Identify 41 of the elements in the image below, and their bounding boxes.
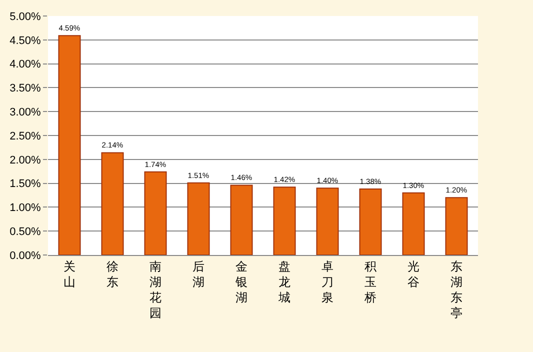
y-tick-label: 0.50%: [10, 226, 42, 238]
x-tick-label: 徐东: [106, 259, 118, 289]
bar: [144, 171, 167, 255]
data-label: 2.14%: [102, 140, 124, 150]
y-tick-label: 2.00%: [10, 154, 42, 166]
bar: [187, 182, 210, 255]
data-label: 1.42%: [274, 175, 296, 184]
data-label: 1.20%: [446, 186, 468, 195]
x-tick-label: 后湖: [192, 259, 204, 289]
bar: [101, 152, 124, 255]
data-label: 1.40%: [316, 176, 338, 186]
data-label: 1.38%: [360, 176, 382, 186]
bar: [316, 188, 339, 255]
y-tick-label: 2.50%: [10, 130, 42, 142]
bar: [273, 186, 296, 255]
y-tick-label: 4.50%: [10, 34, 42, 47]
bar: [58, 35, 81, 255]
data-label: 1.46%: [230, 173, 252, 182]
x-tick-label: 关山: [64, 259, 76, 289]
bar: [230, 184, 253, 255]
x-tick-label: 积玉桥: [364, 259, 376, 305]
y-tick-label: 1.50%: [10, 178, 42, 190]
bar: [402, 192, 425, 255]
x-tick-label: 卓刀泉: [322, 259, 334, 305]
x-tick-label: 盘龙城: [278, 259, 290, 305]
x-tick-label: 金银湖: [234, 259, 248, 305]
data-label: 1.30%: [402, 180, 424, 190]
data-label: 1.74%: [144, 160, 166, 169]
y-tick-label: 1.00%: [10, 202, 42, 214]
y-tick-label: 5.00%: [10, 10, 42, 23]
y-tick-label: 3.50%: [10, 82, 42, 95]
y-tick-label: 4.00%: [10, 58, 42, 71]
x-tick-label: 东湖东亭: [450, 259, 462, 320]
y-tick-label: 0.00%: [10, 250, 42, 262]
x-tick-label: 南湖花园: [150, 259, 162, 320]
x-tick-label: 光谷: [408, 259, 420, 289]
data-label: 4.59%: [58, 24, 80, 33]
y-tick-label: 3.00%: [10, 106, 42, 118]
data-label: 1.51%: [188, 170, 210, 180]
bar: [359, 188, 382, 255]
bar: [445, 197, 468, 255]
